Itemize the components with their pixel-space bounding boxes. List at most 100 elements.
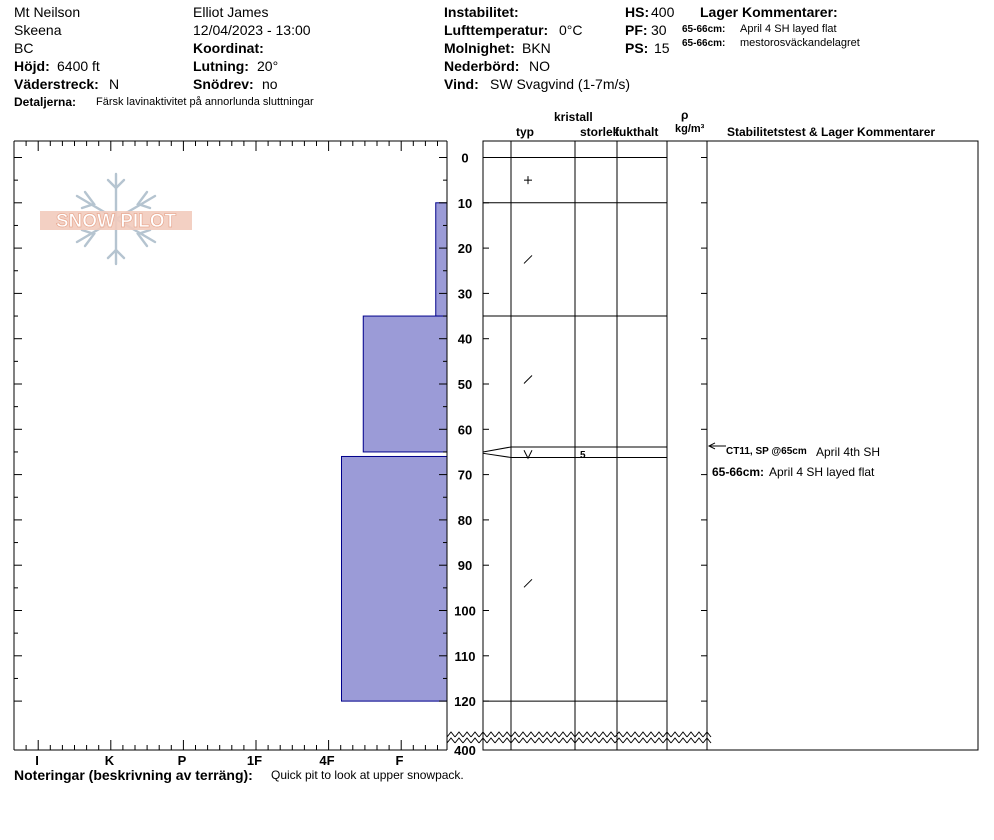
depth-break-zigzag: [638, 731, 648, 738]
layer-comment-range: 65-66cm:: [682, 38, 726, 49]
depth-tick-label: 20: [458, 241, 472, 256]
sky-label: Molnighet:: [444, 40, 515, 56]
grain-size-label: 5: [580, 450, 586, 461]
depth-tick-label: 40: [458, 332, 472, 347]
depth-break-zigzag: [694, 737, 704, 744]
depth-break-zigzag: [446, 731, 456, 738]
air-temp-value: 0°C: [559, 22, 583, 38]
depth-tick-label: 10: [458, 196, 472, 211]
depth-break-zigzag: [678, 731, 688, 738]
details-label: Detaljerna:: [14, 95, 77, 109]
depth-break-zigzag: [686, 737, 696, 744]
depth-break-zigzag: [550, 737, 560, 744]
elevation-value: 6400 ft: [57, 58, 100, 74]
depth-break-zigzag: [638, 737, 648, 744]
depth-break-zigzag: [614, 737, 624, 744]
depth-break-zigzag: [694, 731, 704, 738]
aspect-value: N: [109, 76, 120, 92]
datetime: 12/04/2023 - 13:00: [193, 22, 311, 38]
layer-comment-text: mestorosväckandelagret: [740, 37, 860, 49]
depth-break-zigzag: [622, 737, 632, 744]
depth-break-zigzag: [654, 737, 664, 744]
depth-break-zigzag: [558, 731, 568, 738]
depth-break-zigzag: [606, 737, 616, 744]
depth-break-zigzag: [670, 737, 680, 744]
depth-break-zigzag: [502, 737, 512, 744]
depth-break-zigzag: [566, 737, 576, 744]
logo-text: SNOW PILOT: [56, 211, 177, 232]
depth-tick-label: 110: [455, 649, 476, 664]
notes-text: Quick pit to look at upper snowpack.: [271, 768, 464, 782]
density-symbol-header: ρ: [681, 108, 689, 122]
depth-tick-label: 90: [458, 558, 472, 573]
slope-value: 20°: [257, 58, 279, 74]
hardness-tick-label: 4F: [319, 753, 334, 768]
hs-value: 400: [651, 4, 675, 20]
stability-header: Stabilitetstest & Lager Kommentarer: [727, 125, 936, 139]
details-value: Färsk lavinaktivitet på annorlunda slutt…: [96, 96, 314, 108]
depth-break-zigzag: [614, 731, 624, 738]
depth-tick-label: 50: [458, 377, 472, 392]
depth-break-zigzag: [582, 737, 592, 744]
depth-break-zigzag: [702, 731, 712, 738]
depth-break-zigzag: [686, 731, 696, 738]
wind-loading-label: Snödrev:: [193, 76, 254, 92]
grain-symbol-decomposing: [523, 255, 533, 264]
air-temp-label: Lufttemperatur:: [444, 22, 549, 38]
depth-break-zigzag: [470, 731, 480, 738]
depth-break-zigzag: [630, 731, 640, 738]
depth-break-zigzag: [454, 731, 464, 738]
depth-break-zigzag: [526, 731, 536, 738]
depth-break-zigzag: [526, 737, 536, 744]
layer-boundary-connector: [482, 446, 512, 453]
depth-break-zigzag: [574, 731, 584, 738]
ps-label: PS:: [625, 40, 649, 56]
hardness-bar: [362, 315, 448, 453]
stability-test-arrow-head: [707, 442, 716, 450]
depth-break-zigzag: [654, 731, 664, 738]
hardness-bar: [341, 455, 448, 702]
grain-symbol-surface-hoar: [523, 449, 533, 460]
depth-tick-label: 0: [461, 151, 468, 166]
hardness-tick-label: P: [178, 753, 187, 768]
stability-test-result: CT11, SP @65cm: [726, 446, 807, 457]
layer-note-range: 65-66cm:: [712, 465, 765, 479]
layer-note-text: April 4 SH layed flat: [769, 465, 875, 479]
depth-break-zigzag: [518, 731, 528, 738]
depth-tick-label: 80: [458, 513, 472, 528]
depth-break-zigzag: [622, 731, 632, 738]
snowflake-icon: SNOW PILOT: [40, 172, 192, 266]
hardness-tick-label: I: [35, 753, 39, 768]
depth-break-zigzag: [478, 731, 488, 738]
depth-break-zigzag: [550, 731, 560, 738]
stability-test-comment: April 4th SH: [816, 445, 881, 459]
depth-break-zigzag: [662, 731, 672, 738]
crystal-header: kristall: [554, 110, 593, 124]
pf-value: 30: [651, 22, 667, 38]
depth-break-zigzag: [478, 737, 488, 744]
depth-break-zigzag: [606, 731, 616, 738]
hardness-tick-label: K: [105, 753, 115, 768]
depth-break-zigzag: [646, 737, 656, 744]
elevation-label: Höjd:: [14, 58, 50, 74]
layer-comments-title: Lager Kommentarer:: [700, 4, 838, 20]
density-unit-header: kg/m³: [675, 123, 705, 135]
depth-tick-label: 70: [458, 468, 472, 483]
depth-break-zigzag: [510, 731, 520, 738]
depth-break-zigzag: [582, 731, 592, 738]
depth-break-zigzag: [574, 737, 584, 744]
layer-boundary-connector: [482, 452, 512, 458]
depth-break-zigzag: [518, 737, 528, 744]
depth-break-zigzag: [486, 737, 496, 744]
depth-break-zigzag: [630, 737, 640, 744]
depth-break-zigzag: [702, 737, 712, 744]
precip-value: NO: [529, 58, 550, 74]
depth-break-zigzag: [542, 731, 552, 738]
depth-break-zigzag: [534, 731, 544, 738]
slope-label: Lutning:: [193, 58, 249, 74]
depth-break-zigzag: [542, 737, 552, 744]
wind-loading-value: no: [262, 76, 278, 92]
depth-break-zigzag: [678, 737, 688, 744]
hardness-tick-label: 1F: [247, 753, 262, 768]
observer: Elliot James: [193, 4, 269, 20]
